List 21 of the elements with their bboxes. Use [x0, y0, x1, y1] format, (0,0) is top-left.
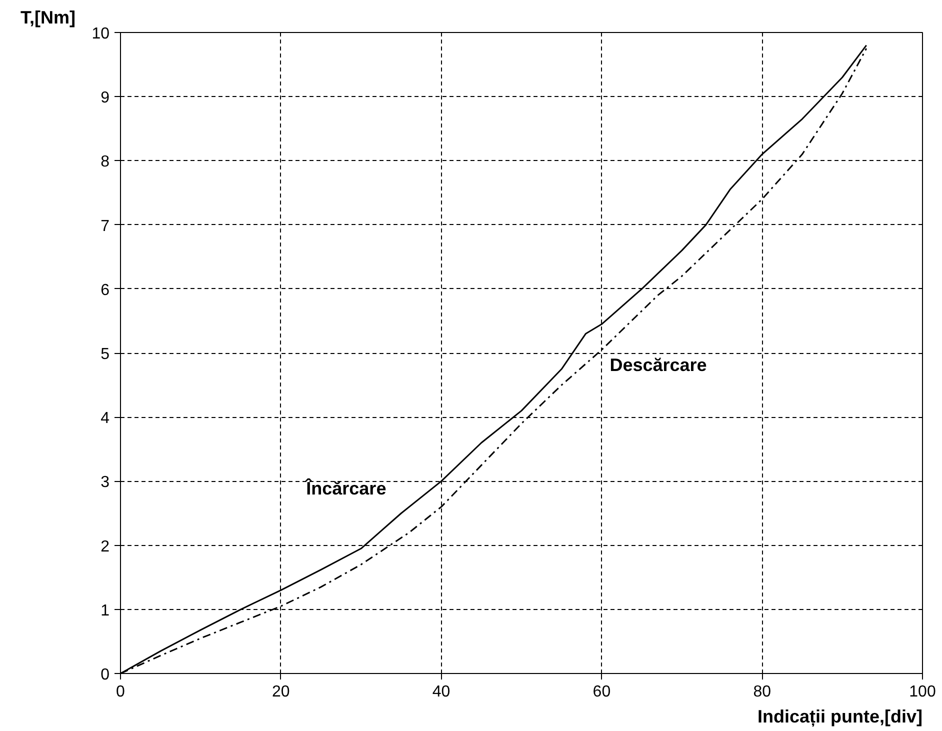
- series-label: Descărcare: [610, 354, 707, 375]
- y-tick-label: 6: [100, 282, 110, 299]
- x-tick-label: 80: [753, 684, 772, 700]
- y-tick-label: 3: [100, 474, 110, 492]
- x-tick-label: 20: [272, 684, 290, 700]
- y-tick-label: 2: [100, 538, 110, 556]
- x-tick-label: 60: [592, 684, 611, 700]
- y-axis-title: T,[Nm]: [20, 8, 76, 28]
- y-tick-label: 1: [100, 602, 110, 620]
- y-tick-label: 8: [100, 154, 110, 171]
- x-tick-label: 40: [432, 684, 450, 700]
- y-tick-label: 7: [100, 218, 110, 235]
- y-tick-label: 4: [100, 410, 110, 428]
- y-tick-label: 10: [92, 26, 110, 42]
- y-tick-label: 0: [100, 666, 110, 684]
- series-label: Încărcare: [305, 477, 386, 498]
- y-tick-label: 5: [100, 346, 110, 363]
- x-tick-label: 100: [909, 684, 936, 700]
- y-tick-label: 9: [100, 90, 110, 107]
- x-tick-label: 0: [116, 684, 126, 700]
- x-axis-title: Indicații punte,[div]: [758, 706, 923, 728]
